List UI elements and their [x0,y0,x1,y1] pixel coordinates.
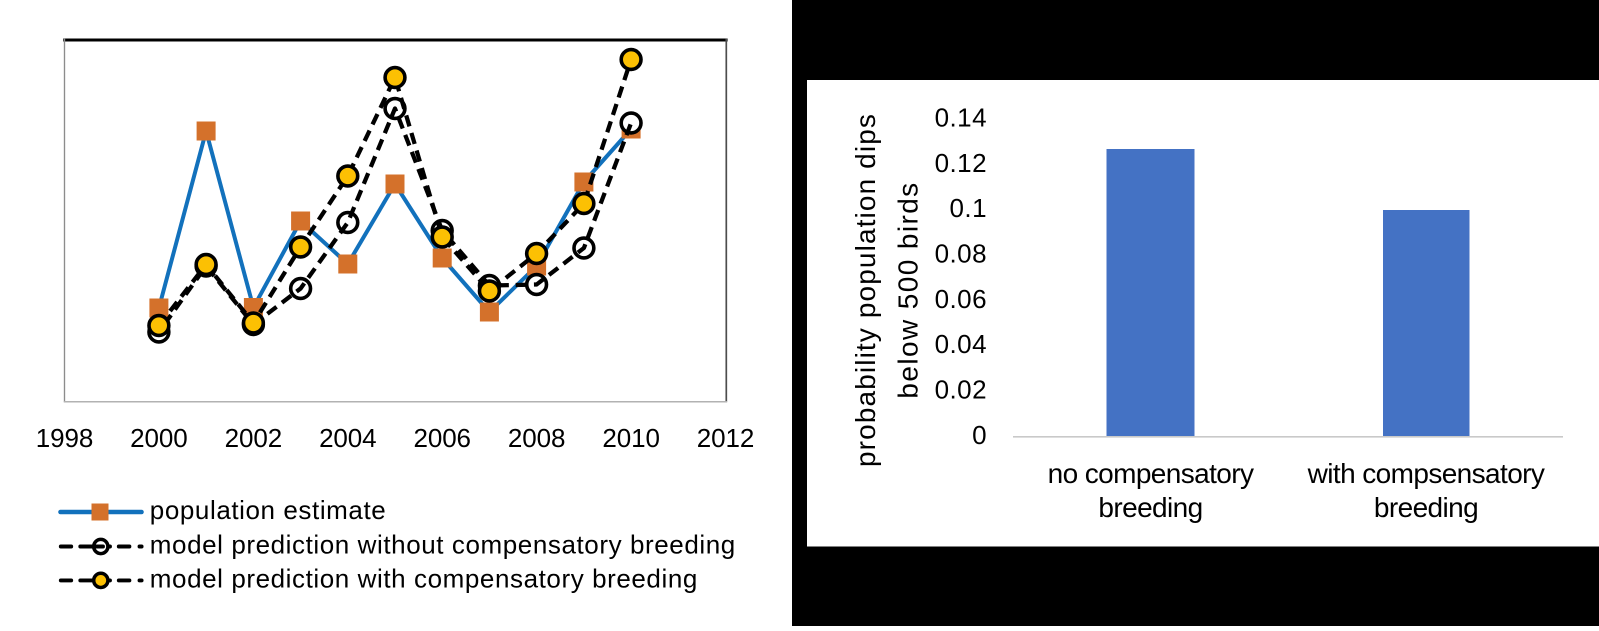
svg-text:breeding: breeding [1374,492,1478,523]
svg-text:2006: 2006 [413,423,470,453]
svg-text:0.14: 0.14 [935,102,987,132]
svg-text:breeding: breeding [1098,492,1202,523]
svg-text:model prediction without compe: model prediction without compensatory br… [150,529,736,559]
svg-text:no compensatory: no compensatory [1048,458,1254,489]
svg-text:below 500 birds: below 500 birds [893,181,924,398]
svg-text:0.06: 0.06 [935,284,987,314]
svg-text:0: 0 [972,420,987,450]
svg-text:2010: 2010 [602,423,659,453]
svg-text:2008: 2008 [508,423,565,453]
svg-text:0.04: 0.04 [935,329,987,359]
svg-text:1998: 1998 [36,423,93,453]
svg-text:2002: 2002 [225,423,282,453]
svg-text:2000: 2000 [130,423,187,453]
svg-text:0.12: 0.12 [935,148,987,178]
svg-text:population estimate: population estimate [150,495,387,525]
svg-text:probability population dips: probability population dips [850,113,881,467]
svg-text:model prediction with compensa: model prediction with compensatory breed… [150,563,698,593]
svg-text:0.1: 0.1 [950,193,988,223]
svg-text:0.08: 0.08 [935,239,987,269]
svg-text:2012: 2012 [697,423,754,453]
svg-text:0.02: 0.02 [935,375,987,405]
svg-text:2004: 2004 [319,423,376,453]
svg-text:with compsensatory: with compsensatory [1307,458,1545,489]
